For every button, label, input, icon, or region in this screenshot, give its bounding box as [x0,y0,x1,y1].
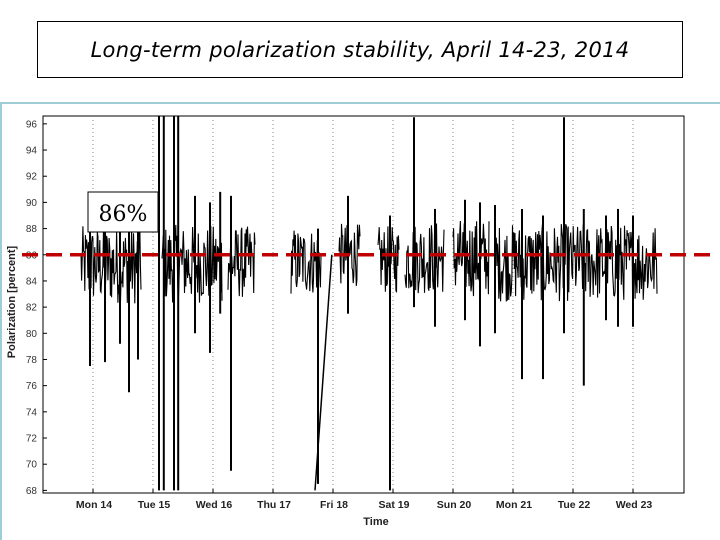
series-segment [452,220,490,297]
y-tick-label: 80 [26,329,38,340]
x-tick-label: Tue 22 [558,499,591,511]
series-segment [338,223,361,286]
y-tick-label: 74 [26,407,38,418]
y-tick-label: 94 [26,146,38,157]
x-tick-label: Wed 23 [616,499,653,511]
y-tick-label: 82 [26,303,38,314]
series-segment [404,223,445,294]
reference-annotation: 86% [87,191,159,233]
x-axis-label: Time [363,516,388,528]
x-axis-ticks: Mon 14 Tue 15 Wed 16 Thu 17 Fri 18 Sat 19 Sun … [76,489,653,511]
series-segment [227,226,256,297]
x-tick-label: Thu 17 [257,499,291,511]
y-tick-label: 68 [26,486,38,497]
annotation-label: 86% [99,202,148,227]
y-tick-label: 88 [26,224,38,235]
title-box: Long-term polarization stability, April … [37,21,683,78]
x-tick-label: Sat 19 [379,499,410,511]
x-tick-label: Fri 18 [320,499,348,511]
polarization-series [80,116,658,491]
y-tick-label: 90 [26,198,38,209]
y-tick-label: 78 [26,355,38,366]
y-axis-label: Polarization [percent] [6,245,18,358]
x-tick-label: Wed 16 [196,499,233,511]
y-tick-label: 84 [26,276,38,287]
polarization-chart: 969492908886848280787674727068 Mon 14Tue… [6,115,718,528]
series-segment [161,224,223,303]
x-tick-label: Tue 15 [138,499,171,511]
x-tick-label: Mon 21 [496,499,532,511]
y-tick-label: 70 [26,460,38,471]
x-tick-label: Sun 20 [437,499,472,511]
y-tick-label: 96 [26,119,38,130]
plot-area [42,115,685,494]
series-ramp [314,254,333,491]
chart-title: Long-term polarization stability, April … [90,37,630,62]
y-tick-label: 72 [26,434,38,445]
y-tick-label: 76 [26,381,38,392]
series-segment [377,226,400,293]
y-tick-label: 92 [26,172,38,183]
x-tick-label: Mon 14 [76,499,112,511]
grid-lines [92,116,634,493]
annotation-box [87,191,159,233]
